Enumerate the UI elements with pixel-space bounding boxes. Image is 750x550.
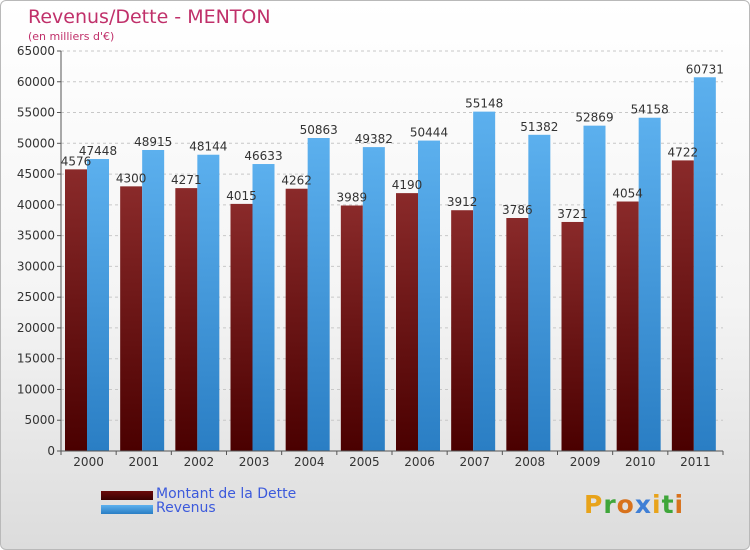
data-label-debt-2009: 3721 — [557, 207, 588, 221]
data-label-debt-2003: 4015 — [226, 189, 257, 203]
x-tick-label: 2006 — [404, 455, 435, 469]
logo-letter: x — [634, 490, 652, 519]
x-tick-label: 2003 — [239, 455, 270, 469]
bar-debt-2006 — [396, 193, 418, 452]
data-label-debt-2010: 4054 — [612, 187, 643, 201]
logo-letter: r — [603, 490, 617, 519]
bar-debt-2000 — [65, 169, 87, 451]
bar-revenus-2003 — [252, 164, 275, 451]
bar-debt-2002 — [175, 188, 198, 451]
x-tick-label: 2007 — [459, 455, 490, 469]
data-label-debt-2005: 3989 — [337, 191, 368, 205]
y-tick-label: 65000 — [17, 44, 55, 58]
logo-letter: P — [584, 490, 604, 519]
data-label-revenus-2002: 48144 — [189, 140, 227, 154]
y-tick-label: 25000 — [17, 290, 55, 304]
legend-label-debt: Montant de la Dette — [156, 486, 297, 502]
proxiti-logo: Proxiti — [584, 490, 684, 519]
y-tick-label: 55000 — [17, 106, 55, 120]
y-tick-label: 50000 — [17, 136, 55, 150]
legend-swatch-debt — [101, 491, 153, 500]
x-tick-label: 2010 — [625, 455, 656, 469]
data-label-revenus-2010: 54158 — [631, 103, 669, 117]
data-label-revenus-2000: 47448 — [79, 144, 117, 158]
logo-letter: i — [652, 490, 662, 519]
x-tick-label: 2000 — [73, 455, 104, 469]
bar-revenus-2004 — [307, 137, 330, 451]
bar-debt-2011 — [671, 160, 694, 451]
x-tick-label: 2009 — [570, 455, 601, 469]
y-tick-label: 10000 — [17, 382, 55, 396]
bar-revenus-2002 — [197, 154, 220, 451]
bar-debt-2010 — [616, 201, 639, 451]
x-tick-label: 2008 — [515, 455, 546, 469]
chart-title: Revenus/Dette - MENTON — [28, 6, 271, 28]
bar-debt-2004 — [285, 188, 308, 452]
data-label-revenus-2007: 55148 — [465, 97, 503, 111]
bar-revenus-2005 — [362, 147, 385, 451]
data-label-debt-2011: 4722 — [668, 145, 699, 159]
data-label-revenus-2011: 60731 — [686, 62, 724, 76]
data-label-revenus-2008: 51382 — [520, 120, 558, 134]
y-tick-label: 40000 — [17, 198, 55, 212]
bar-revenus-2009 — [583, 125, 606, 451]
y-tick-label: 15000 — [17, 352, 55, 366]
y-tick-label: 35000 — [17, 229, 55, 243]
logo-letter: t — [661, 490, 675, 519]
y-tick-label: 0 — [47, 444, 55, 458]
bar-debt-2007 — [451, 210, 474, 451]
bar-revenus-2010 — [638, 117, 661, 451]
bar-revenus-2001 — [142, 149, 165, 451]
bar-revenus-2011 — [693, 77, 716, 452]
bar-revenus-2008 — [528, 134, 551, 451]
logo-letter: i — [674, 490, 685, 519]
x-tick-label: 2001 — [128, 455, 159, 469]
bar-revenus-2000 — [87, 159, 109, 451]
data-label-debt-2001: 4300 — [116, 171, 147, 185]
chart-subtitle: (en milliers d'€) — [28, 30, 115, 43]
bar-revenus-2006 — [418, 140, 440, 451]
data-label-debt-2004: 4262 — [281, 174, 312, 188]
data-label-revenus-2005: 49382 — [355, 132, 393, 146]
x-tick-label: 2004 — [294, 455, 325, 469]
data-label-debt-2002: 4271 — [171, 173, 202, 187]
data-label-debt-2006: 4190 — [392, 178, 423, 192]
legend-swatch-revenus — [101, 505, 153, 514]
y-tick-label: 60000 — [17, 75, 55, 89]
data-label-revenus-2001: 48915 — [134, 135, 172, 149]
y-tick-label: 20000 — [17, 321, 55, 335]
bar-debt-2001 — [120, 186, 143, 451]
data-label-debt-2007: 3912 — [447, 195, 478, 209]
y-tick-label: 30000 — [17, 259, 55, 273]
logo-letter: o — [616, 490, 635, 519]
x-tick-label: 2011 — [680, 455, 711, 469]
data-label-debt-2000: 4576 — [61, 154, 92, 168]
bar-debt-2003 — [230, 203, 253, 451]
data-label-debt-2008: 3786 — [502, 203, 533, 217]
data-label-revenus-2009: 52869 — [575, 111, 613, 125]
y-tick-label: 5000 — [24, 413, 55, 427]
bar-revenus-2007 — [473, 111, 496, 452]
x-tick-label: 2005 — [349, 455, 380, 469]
data-label-revenus-2003: 46633 — [244, 149, 282, 163]
bar-debt-2009 — [561, 221, 584, 451]
x-tick-label: 2002 — [184, 455, 215, 469]
data-label-revenus-2006: 50444 — [410, 126, 448, 140]
data-label-revenus-2004: 50863 — [300, 123, 338, 137]
bar-debt-2008 — [506, 218, 529, 451]
y-tick-label: 45000 — [17, 167, 55, 181]
legend-label-revenus: Revenus — [156, 500, 216, 516]
bar-debt-2005 — [340, 205, 363, 451]
